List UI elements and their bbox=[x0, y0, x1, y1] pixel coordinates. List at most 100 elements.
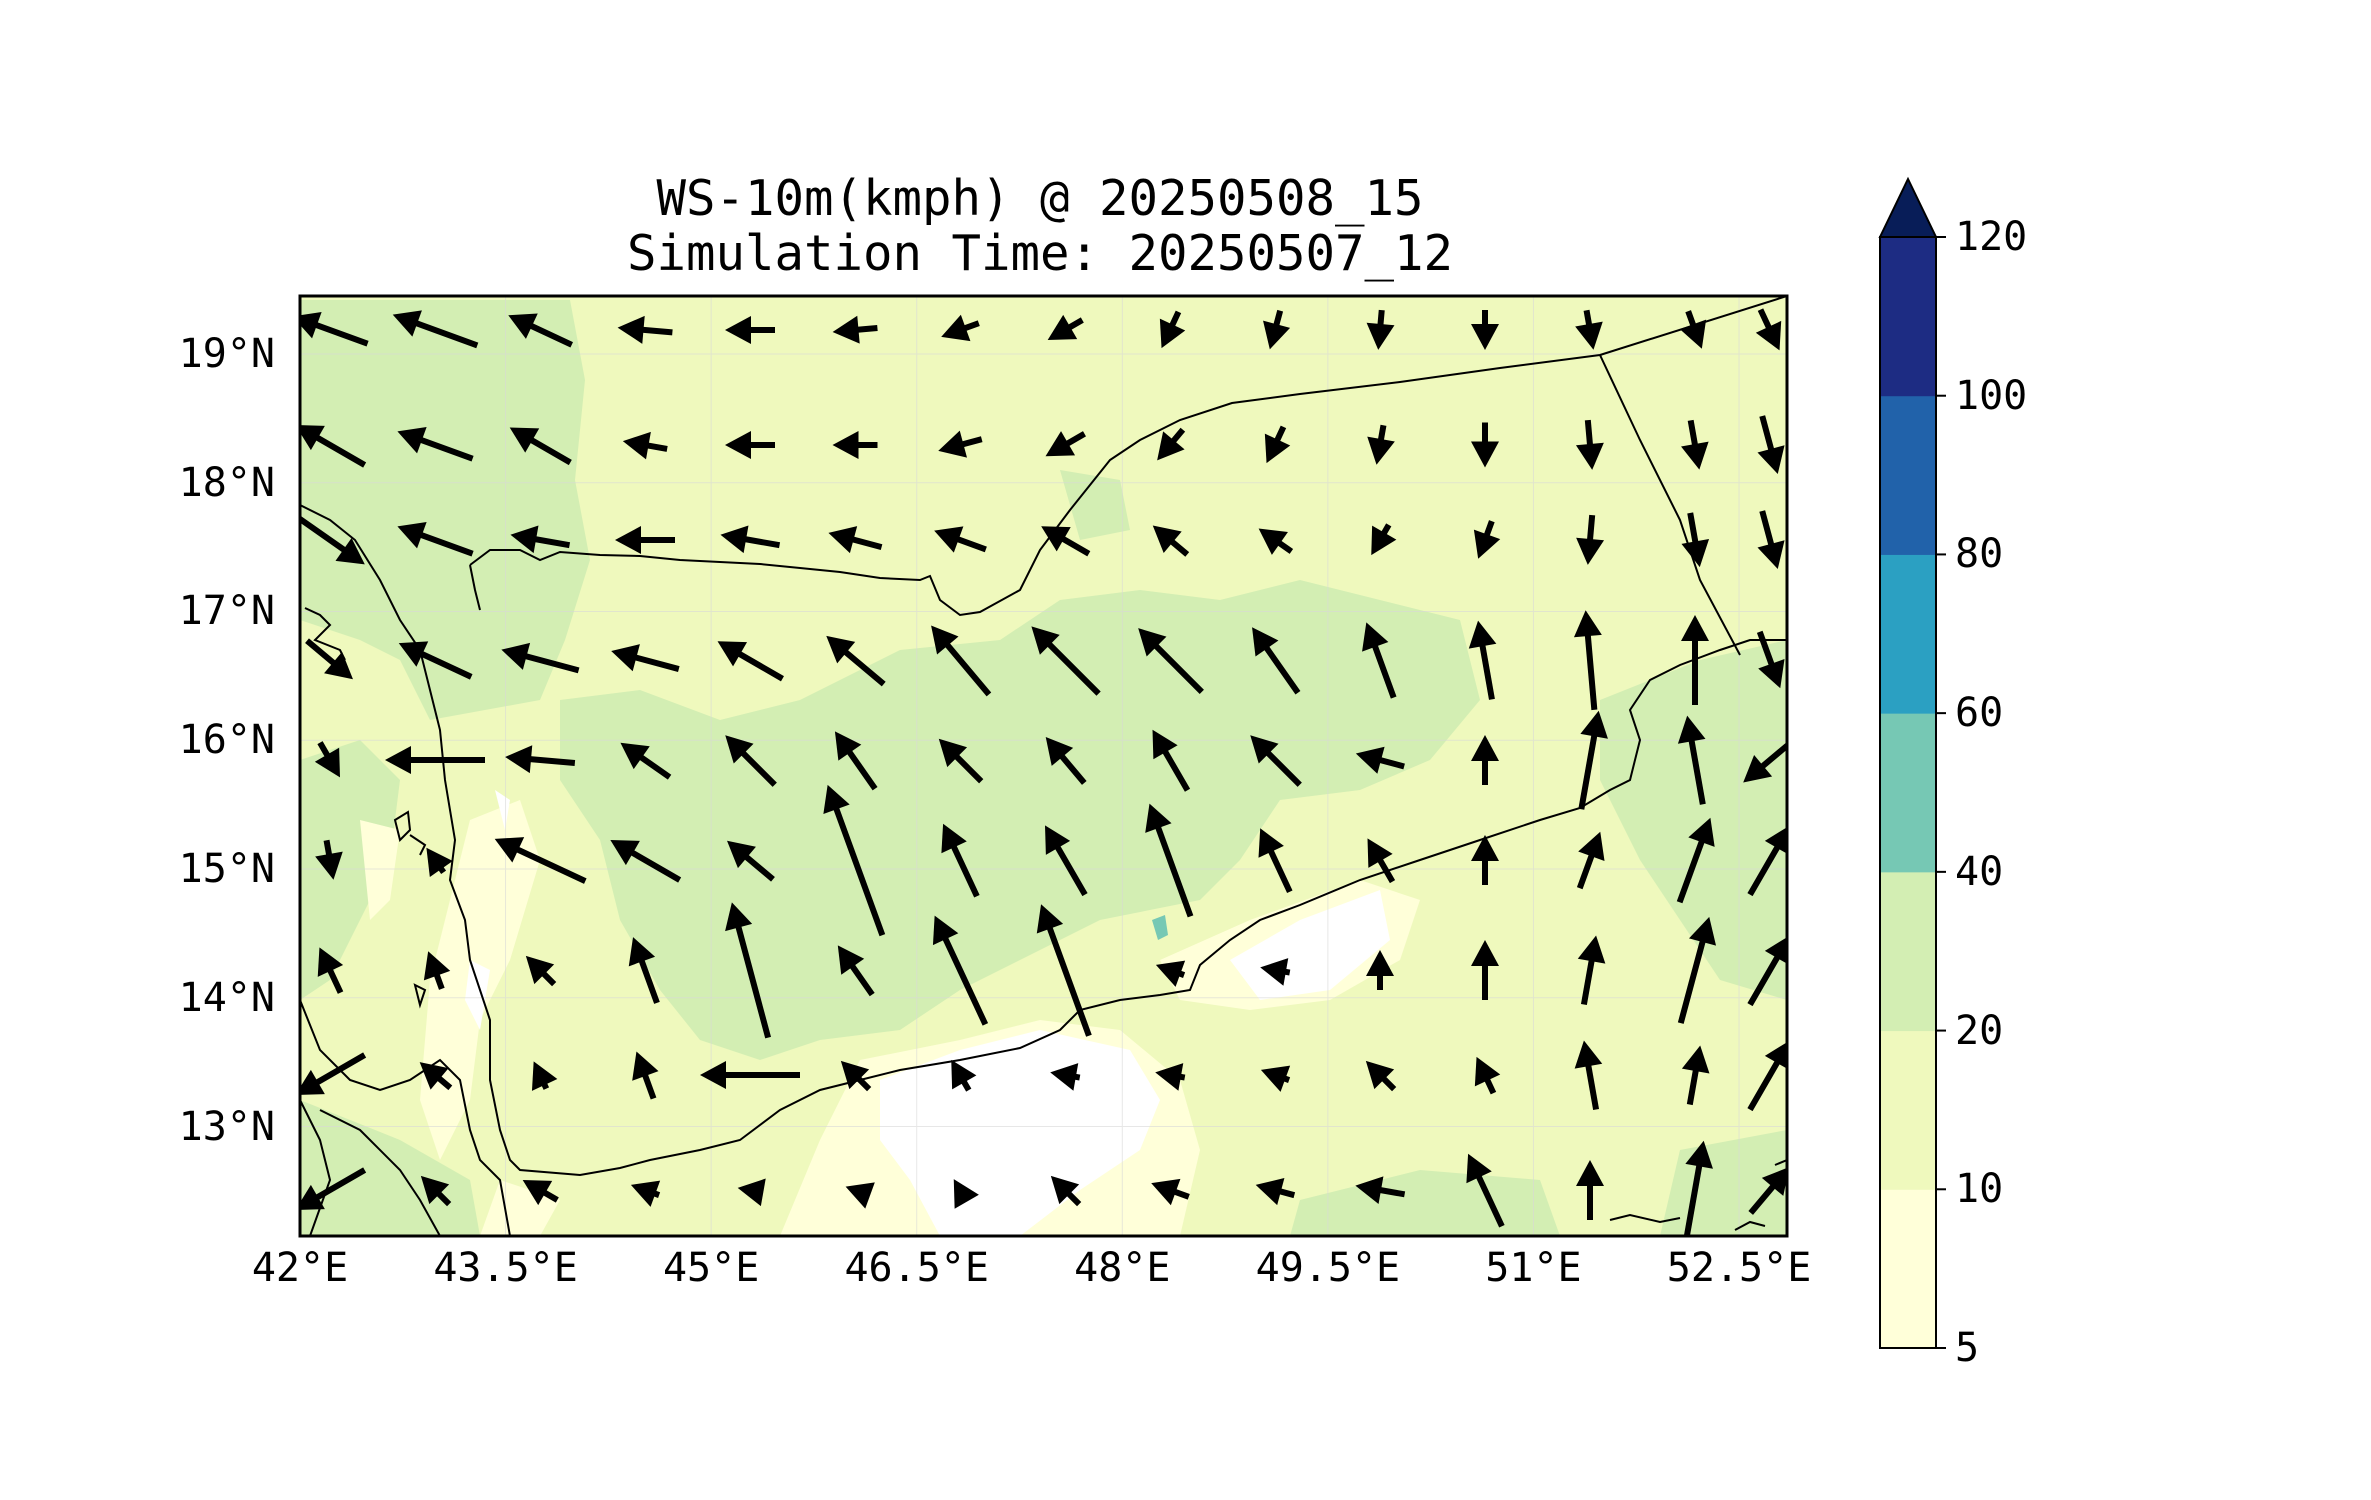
lon-tick-label: 48°E bbox=[1074, 1245, 1171, 1291]
map-subtitle: Simulation Time: 20250507_12 bbox=[626, 225, 1453, 282]
wind-arrow bbox=[1367, 424, 1395, 465]
map-title: WS-10m(kmph) @ 20250508_15 bbox=[656, 170, 1424, 227]
wind-arrow bbox=[509, 427, 572, 466]
wind-arrow bbox=[932, 915, 989, 1026]
wind-arrow bbox=[1263, 309, 1291, 350]
wind-arrow bbox=[300, 1167, 367, 1210]
lat-tick-label: 19°N bbox=[178, 330, 275, 377]
wind-arrow bbox=[315, 839, 343, 880]
wind-arrow bbox=[1264, 425, 1291, 464]
wind-arrow bbox=[1577, 935, 1606, 1005]
colorbar-segment bbox=[1880, 554, 1936, 714]
wind-arrow bbox=[1575, 309, 1603, 350]
colorbar-segment bbox=[1880, 1189, 1936, 1349]
wind-arrow bbox=[1576, 831, 1605, 890]
wind-arrow bbox=[1474, 1056, 1501, 1095]
wind-arrow bbox=[832, 431, 878, 459]
wind-arrow bbox=[1050, 1175, 1082, 1207]
wind-arrow bbox=[837, 945, 875, 997]
wind-arrow bbox=[501, 642, 580, 674]
wind-arrow bbox=[1466, 1153, 1505, 1228]
wind-arrow bbox=[1145, 803, 1194, 918]
wind-arrow bbox=[423, 951, 451, 990]
coastline-borders bbox=[300, 296, 1787, 1236]
wind-arrow bbox=[1155, 1063, 1186, 1091]
wind-arrow bbox=[1471, 735, 1499, 785]
wind-arrow bbox=[1755, 308, 1782, 351]
lat-tick-label: 15°N bbox=[178, 846, 275, 892]
wind-arrow bbox=[620, 742, 672, 780]
lon-tick-label: 45°E bbox=[662, 1245, 760, 1291]
wind-arrow bbox=[700, 1061, 800, 1089]
wind-arrow bbox=[938, 430, 983, 458]
wind-arrow bbox=[617, 315, 673, 344]
wind-arrow bbox=[1365, 1060, 1397, 1092]
colorbar-segment bbox=[1880, 1030, 1936, 1190]
colorbar-segment bbox=[1880, 713, 1936, 873]
wind-arrow bbox=[522, 1180, 559, 1206]
wind-arrow bbox=[1578, 710, 1608, 810]
wind-arrow bbox=[1045, 825, 1088, 897]
wind-arrow bbox=[1677, 916, 1717, 1024]
wind-arrow bbox=[531, 1061, 558, 1091]
wind-arrow bbox=[1681, 615, 1709, 705]
lon-tick-label: 49.5°E bbox=[1255, 1245, 1401, 1291]
wind-arrow bbox=[1371, 523, 1397, 556]
wind-arrow bbox=[1362, 622, 1397, 699]
wind-arrow bbox=[725, 902, 772, 1039]
wind-arrow bbox=[832, 315, 878, 344]
wind-arrow bbox=[420, 1175, 452, 1207]
wind-arrow bbox=[1036, 904, 1092, 1037]
wind-arrow bbox=[1681, 419, 1709, 470]
wind-arrow bbox=[426, 847, 453, 878]
wind-arrow bbox=[1045, 737, 1087, 785]
wind-arrow bbox=[1260, 958, 1291, 986]
lon-tick-label: 42°E bbox=[251, 1245, 349, 1291]
wind-arrow bbox=[1576, 514, 1605, 565]
wind-arrow bbox=[397, 427, 474, 462]
lon-tick-label: 43.5°E bbox=[433, 1245, 578, 1291]
wind-arrow bbox=[717, 641, 784, 682]
wind-arrow bbox=[727, 840, 775, 882]
wind-arrow bbox=[630, 1180, 661, 1207]
wind-arrow bbox=[1252, 627, 1301, 695]
wind-arrow bbox=[1157, 427, 1186, 461]
wind-arrow bbox=[941, 823, 980, 898]
colorbar-segment bbox=[1880, 237, 1936, 397]
wind-arrow bbox=[622, 431, 668, 460]
wind-arrow bbox=[1050, 1063, 1081, 1091]
wind-arrow bbox=[1574, 1040, 1603, 1110]
wind-arrow bbox=[725, 316, 775, 344]
wind-arrow bbox=[628, 937, 660, 1004]
wind-arrow bbox=[1355, 1176, 1406, 1204]
wind-arrow bbox=[1159, 310, 1186, 349]
wind-arrow bbox=[834, 731, 878, 791]
wind-arrow bbox=[1676, 817, 1715, 904]
wind-arrow bbox=[494, 837, 587, 884]
wind-arrow bbox=[1471, 940, 1499, 1000]
colorbar-tick-label: 60 bbox=[1955, 690, 2004, 737]
wind-arrow bbox=[1677, 715, 1706, 805]
colorbar-tick-label: 80 bbox=[1955, 531, 2004, 578]
wind-arrow bbox=[314, 741, 340, 778]
colorbar-extend-arrow bbox=[1878, 176, 1938, 238]
colorbar-tick-label: 5 bbox=[1955, 1325, 1980, 1371]
wind-arrow bbox=[931, 625, 992, 697]
wind-arrow bbox=[1468, 620, 1497, 700]
wind-arrow bbox=[300, 1052, 367, 1095]
wind-arrow bbox=[300, 312, 369, 347]
wind-arrow bbox=[823, 784, 886, 937]
wind-arrow bbox=[1747, 937, 1787, 1007]
wind-arrow bbox=[1471, 310, 1499, 350]
wind-arrow bbox=[505, 745, 576, 774]
wind-arrow bbox=[610, 840, 682, 883]
wind-arrow bbox=[632, 1051, 659, 1100]
wind-arrow bbox=[951, 1059, 977, 1092]
wind-arrow bbox=[1757, 510, 1785, 569]
wind-arrow bbox=[1367, 838, 1396, 884]
colorbar-tick-label: 120 bbox=[1955, 214, 2028, 260]
wind-arrow bbox=[300, 425, 367, 468]
wind-arrow bbox=[1047, 314, 1084, 340]
colorbar-frame bbox=[1879, 236, 1937, 1349]
